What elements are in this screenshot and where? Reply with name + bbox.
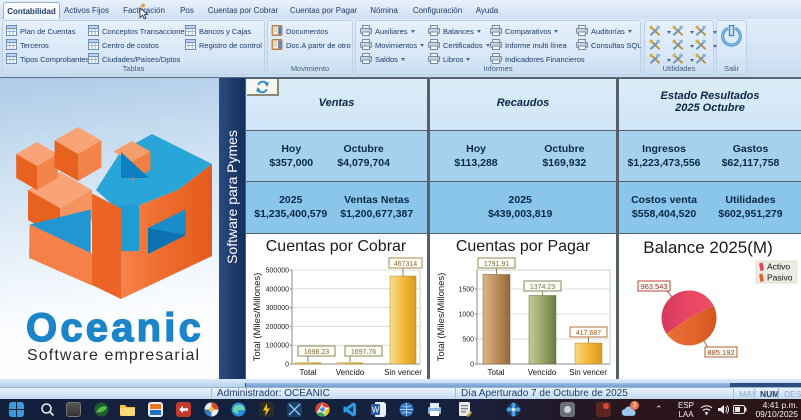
svg-text:Total (Miles/Millones): Total (Miles/Millones) <box>436 273 447 362</box>
svg-text:Sin vencer: Sin vencer <box>384 368 422 377</box>
svg-text:885.192: 885.192 <box>707 348 734 357</box>
svg-text:467314: 467314 <box>394 261 417 268</box>
svg-text:Cuentas por Cobrar: Cuentas por Cobrar <box>266 238 407 255</box>
svg-text:Vencido: Vencido <box>528 368 557 377</box>
svg-text:100000: 100000 <box>266 343 289 350</box>
svg-text:1500: 1500 <box>458 287 474 294</box>
svg-text:Total: Total <box>300 368 317 377</box>
svg-text:Pasivo: Pasivo <box>767 273 793 283</box>
svg-text:Activo: Activo <box>767 262 790 272</box>
svg-text:Vencido: Vencido <box>336 368 365 377</box>
svg-text:1698.23: 1698.23 <box>304 349 329 356</box>
svg-text:500000: 500000 <box>266 268 289 275</box>
svg-text:Cuentas por Pagar: Cuentas por Pagar <box>456 238 591 255</box>
svg-text:200000: 200000 <box>266 324 289 331</box>
svg-text:Balance 2025(M): Balance 2025(M) <box>643 238 772 257</box>
svg-text:W: W <box>372 406 380 415</box>
svg-text:Total (Miles/Millones): Total (Miles/Millones) <box>252 273 263 362</box>
svg-text:Total: Total <box>488 368 505 377</box>
svg-text:1697.76: 1697.76 <box>351 349 376 356</box>
svg-text:0: 0 <box>285 362 289 369</box>
svg-text:1791.91: 1791.91 <box>484 261 509 268</box>
svg-text:500: 500 <box>462 337 474 344</box>
svg-text:963.543: 963.543 <box>640 282 667 291</box>
svg-text:1000: 1000 <box>458 312 474 319</box>
svg-text:400000: 400000 <box>266 286 289 293</box>
svg-text:417.687: 417.687 <box>576 330 601 337</box>
svg-text:300000: 300000 <box>266 305 289 312</box>
svg-text:1374.23: 1374.23 <box>530 284 555 291</box>
svg-text:0: 0 <box>470 362 474 369</box>
svg-text:Sin vencer: Sin vencer <box>569 368 607 377</box>
